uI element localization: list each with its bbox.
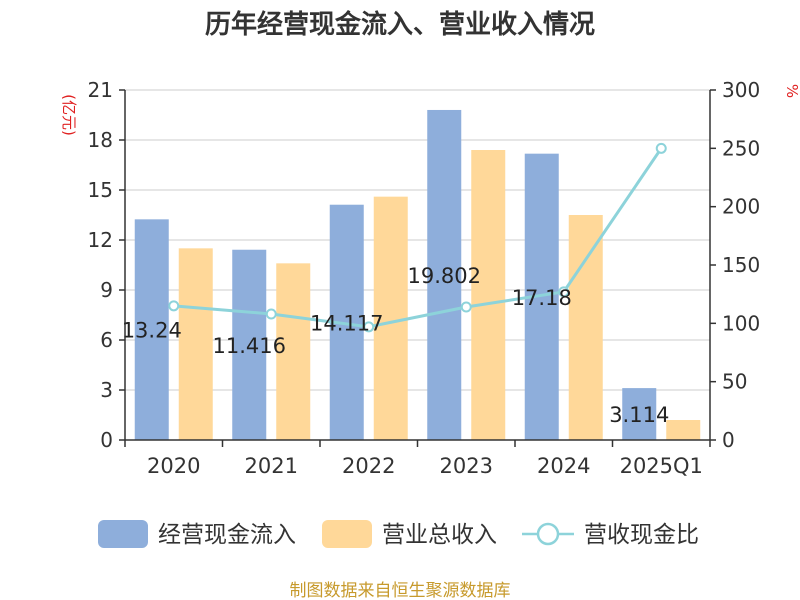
left-tick-label: 18 xyxy=(88,128,113,152)
bar-revenue xyxy=(666,420,701,440)
left-tick-label: 21 xyxy=(88,78,113,102)
data-label: 14.117 xyxy=(310,311,383,335)
right-tick-label: 100 xyxy=(722,311,760,335)
right-tick-label: 150 xyxy=(722,253,760,277)
bar-revenue xyxy=(568,215,603,440)
legend-label: 营收现金比 xyxy=(584,522,699,548)
legend: 经营现金流入 营业总收入 营收现金比 xyxy=(98,520,699,548)
x-tick-label: 2021 xyxy=(245,454,298,478)
left-axis-unit: (亿元) xyxy=(60,94,78,136)
ratio-point xyxy=(655,142,667,154)
bar-cash-inflow xyxy=(427,109,462,440)
bar-cash-inflow xyxy=(232,249,267,440)
legend-label: 经营现金流入 xyxy=(158,522,296,548)
ratio-point xyxy=(460,301,472,313)
right-axis-unit: % xyxy=(783,84,800,98)
right-tick-label: 200 xyxy=(722,195,760,219)
x-tick-label: 2023 xyxy=(440,454,493,478)
ratio-line xyxy=(168,142,667,333)
legend-marker xyxy=(536,522,560,546)
bar-cash-inflow xyxy=(134,219,169,440)
source-note: 制图数据来自恒生聚源数据库 xyxy=(290,581,511,600)
bar-revenue xyxy=(276,263,311,440)
x-tick-label: 2020 xyxy=(147,454,200,478)
legend-label: 营业总收入 xyxy=(382,522,497,548)
bar-revenue xyxy=(471,150,506,440)
bar-revenue xyxy=(178,248,213,440)
legend-swatch xyxy=(98,520,148,548)
data-label: 3.114 xyxy=(609,403,669,427)
legend-swatch xyxy=(322,520,372,548)
data-labels: 13.24 11.416 14.117 19.802 17.18 3.114 xyxy=(122,264,670,427)
x-tick-label: 2022 xyxy=(342,454,395,478)
x-tick-label: 2025Q1 xyxy=(620,454,703,478)
ratio-point xyxy=(558,286,570,298)
left-tick-label: 12 xyxy=(88,228,113,252)
left-tick-label: 3 xyxy=(100,378,113,402)
data-label: 13.24 xyxy=(122,319,182,343)
data-label: 11.416 xyxy=(213,334,286,358)
bar-cash-inflow xyxy=(622,388,657,440)
axes: 0 3 6 9 12 15 18 21 0 50 100 150 200 250 300 2020 2021 20… xyxy=(88,78,761,478)
right-tick-label: 250 xyxy=(722,136,760,160)
right-tick-label: 0 xyxy=(722,428,735,452)
ratio-line-path xyxy=(173,147,663,329)
right-tick-label: 50 xyxy=(722,370,747,394)
left-tick-label: 9 xyxy=(100,278,113,302)
data-label: 19.802 xyxy=(408,264,481,288)
left-tick-label: 15 xyxy=(88,178,113,202)
bar-revenue xyxy=(373,196,408,440)
ratio-point xyxy=(265,308,277,320)
ratio-point xyxy=(363,321,375,333)
x-tick-label: 2024 xyxy=(537,454,590,478)
ratio-point xyxy=(168,300,180,312)
chart-title: 历年经营现金流入、营业收入情况 xyxy=(205,9,595,40)
right-tick-label: 300 xyxy=(722,78,760,102)
data-label: 17.18 xyxy=(512,286,572,310)
grid xyxy=(125,89,710,391)
left-tick-label: 6 xyxy=(100,328,113,352)
left-tick-label: 0 xyxy=(100,428,113,452)
